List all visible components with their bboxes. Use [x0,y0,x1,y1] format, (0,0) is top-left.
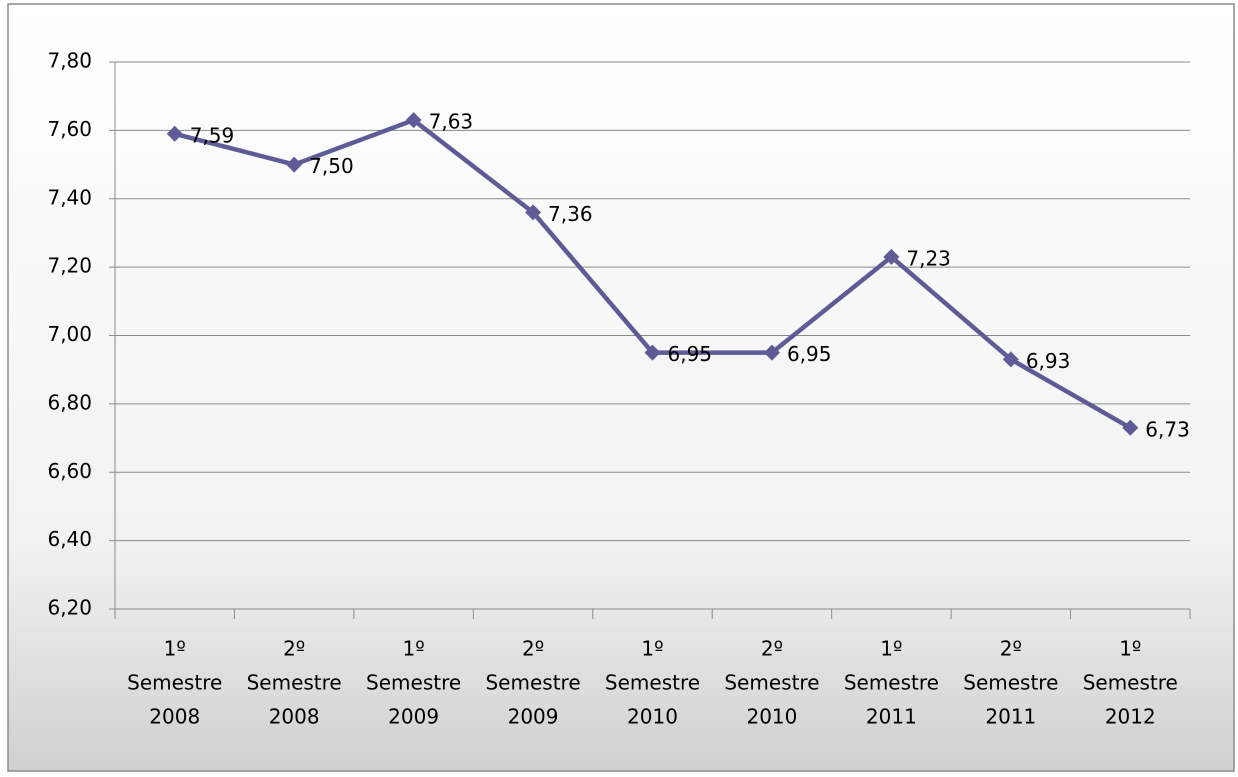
data-label: 7,63 [429,110,474,134]
data-label: 7,23 [906,246,951,270]
data-marker [1122,419,1139,436]
x-tick-label: 2009 [508,705,559,729]
x-tick-label: Semestre [605,671,700,695]
x-tick-label: 2011 [866,705,917,729]
y-tick-label: 6,80 [47,390,92,414]
y-tick-label: 7,40 [47,185,92,209]
x-tick-label: 2011 [985,705,1036,729]
data-label: 6,73 [1145,417,1190,441]
x-tick-label: Semestre [724,671,819,695]
x-tick-label: Semestre [963,671,1058,695]
x-tick-label: Semestre [1083,671,1178,695]
data-marker [644,344,661,361]
x-tick-label: 2010 [746,705,797,729]
x-tick-label: 1º [880,637,902,661]
x-tick-label: 2012 [1105,705,1156,729]
x-tick-label: 2009 [388,705,439,729]
y-tick-label: 7,00 [47,322,92,346]
x-tick-label: 2º [522,637,544,661]
data-marker [166,125,183,142]
data-marker [525,204,542,221]
x-tick-label: 2º [283,637,305,661]
y-tick-label: 6,40 [47,527,92,551]
x-tick-label: Semestre [366,671,461,695]
chart-frame [7,3,1235,772]
y-tick-label: 6,60 [47,459,92,483]
data-label: 6,95 [668,342,713,366]
x-tick-label: Semestre [844,671,939,695]
data-label: 7,36 [548,202,593,226]
x-tick-label: Semestre [247,671,342,695]
x-tick-label: Semestre [485,671,580,695]
data-marker [405,112,422,129]
x-tick-label: 2º [761,637,783,661]
data-marker [763,344,780,361]
y-tick-label: 7,20 [47,254,92,278]
x-tick-label: 2º [1000,637,1022,661]
x-tick-label: Semestre [127,671,222,695]
x-tick-label: 1º [1119,637,1141,661]
data-marker [883,248,900,265]
data-label: 6,93 [1026,349,1071,373]
x-tick-label: 1º [641,637,663,661]
data-label: 7,59 [190,123,235,147]
x-tick-label: 1º [164,637,186,661]
data-marker [286,156,303,173]
x-tick-label: 2008 [149,705,200,729]
data-label: 7,50 [309,154,354,178]
data-label: 6,95 [787,342,832,366]
y-tick-label: 6,20 [47,596,92,620]
data-marker [1002,351,1019,368]
x-tick-label: 1º [403,637,425,661]
y-tick-label: 7,60 [47,117,92,141]
y-tick-label: 7,80 [47,49,92,73]
x-tick-label: 2008 [269,705,320,729]
x-tick-label: 2010 [627,705,678,729]
